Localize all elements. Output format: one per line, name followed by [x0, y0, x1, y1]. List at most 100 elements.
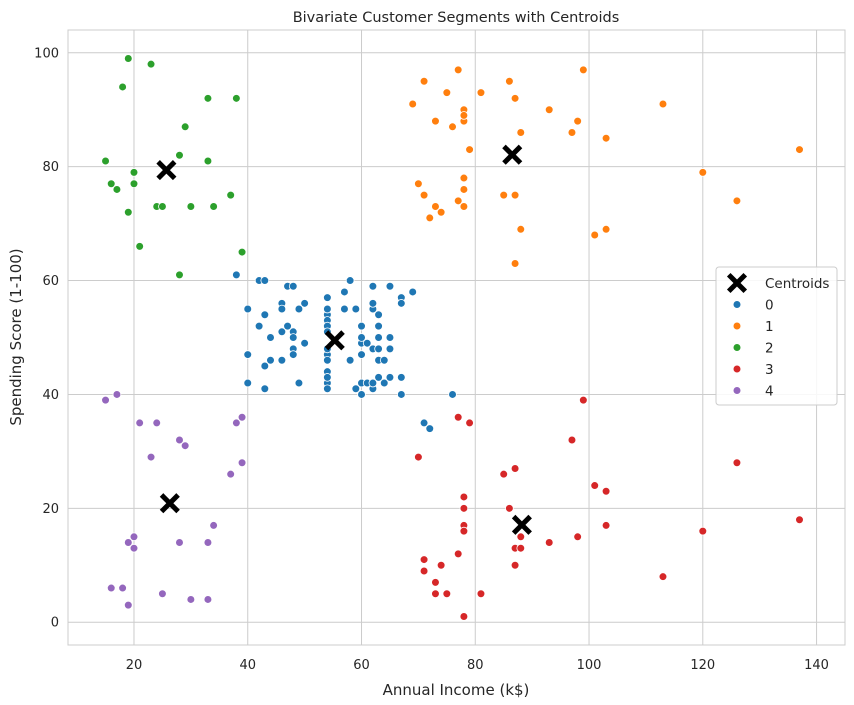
cluster-4-point: [209, 521, 218, 530]
cluster-1-point: [573, 116, 582, 126]
cluster-3-point: [436, 560, 446, 570]
cluster-3-point: [579, 395, 588, 405]
cluster-2-point: [209, 202, 218, 211]
cluster-3-point: [590, 481, 600, 490]
cluster-0-point: [362, 338, 372, 348]
cluster-2-point: [118, 82, 127, 92]
cluster-2-point: [203, 94, 213, 103]
cluster-0-point: [260, 384, 270, 394]
cluster-2-point: [175, 270, 184, 280]
cluster-0-point: [385, 281, 395, 291]
cluster-0-point: [323, 355, 332, 365]
legend-label-centroids: Centroids: [765, 276, 829, 292]
cluster-1-point: [459, 111, 469, 120]
cluster-3-point: [453, 549, 463, 559]
cluster-0-point: [357, 390, 366, 399]
cluster-3-point: [431, 589, 440, 599]
cluster-0-point: [368, 281, 378, 291]
cluster-3-point: [567, 435, 577, 445]
legend-marker-3: [732, 364, 742, 374]
legend-marker-1: [732, 321, 742, 331]
centroid-marker: [502, 144, 523, 165]
x-tick-label: 140: [804, 658, 829, 673]
cluster-1-point: [567, 128, 577, 137]
cluster-4-point: [237, 412, 247, 422]
cluster-4-point: [180, 441, 190, 450]
cluster-3-point: [544, 538, 554, 547]
legend-box: [715, 266, 838, 406]
cluster-4-point: [135, 418, 144, 428]
cluster-1-point: [732, 196, 742, 206]
cluster-1-point: [425, 213, 435, 223]
cluster-2-point: [123, 54, 133, 63]
cluster-4-point: [237, 458, 247, 468]
cluster-4-point: [186, 595, 196, 604]
y-tick-label: 100: [34, 46, 59, 61]
cluster-0-point: [340, 287, 349, 297]
cluster-0-point: [243, 378, 253, 388]
cluster-2-point: [180, 122, 190, 132]
centroid-marker: [159, 493, 180, 514]
centroid-marker: [511, 514, 532, 535]
cluster-4-point: [232, 418, 241, 428]
cluster-0-point: [345, 276, 355, 285]
cluster-1-point: [459, 173, 469, 183]
cluster-0-point: [379, 378, 389, 388]
cluster-2-point: [226, 190, 235, 200]
cluster-1-point: [465, 145, 474, 154]
cluster-3-point: [499, 469, 509, 479]
cluster-2-point: [135, 242, 144, 251]
cluster-0-point: [260, 276, 270, 285]
cluster-1-point: [431, 202, 440, 211]
cluster-3-point: [601, 486, 611, 496]
cluster-0-point: [368, 299, 378, 308]
cluster-0-point: [374, 321, 383, 331]
cluster-0-point: [294, 304, 304, 314]
cluster-0-point: [408, 287, 418, 297]
cluster-0-point: [260, 310, 270, 320]
cluster-3-point: [419, 566, 429, 576]
legend-centroid-marker: [726, 272, 748, 294]
cluster-0-point: [385, 344, 395, 354]
cluster-0-point: [385, 333, 395, 342]
centroid-marker: [156, 160, 177, 181]
cluster-1-point: [601, 133, 611, 143]
cluster-0-point: [300, 338, 309, 348]
cluster-3-point: [465, 418, 474, 428]
cluster-3-point: [601, 521, 611, 530]
cluster-0-point: [288, 281, 298, 291]
cluster-0-point: [379, 355, 389, 365]
y-tick-label: 40: [42, 388, 59, 403]
cluster-0-point: [357, 321, 366, 331]
cluster-1-point: [516, 225, 526, 234]
cluster-1-point: [476, 88, 486, 97]
cluster-1-point: [419, 76, 429, 86]
y-tick-label: 60: [42, 274, 59, 289]
legend: Centroids 0 1 2 3 4: [715, 266, 838, 406]
cluster-1-point: [658, 99, 668, 109]
cluster-4-point: [146, 452, 156, 462]
cluster-2-point: [158, 202, 167, 211]
cluster-1-point: [453, 65, 463, 75]
cluster-3-point: [459, 526, 469, 536]
cluster-0-point: [340, 304, 349, 314]
cluster-3-point: [459, 612, 469, 621]
cluster-1-point: [442, 88, 452, 97]
cluster-3-point: [453, 412, 463, 422]
cluster-2-point: [101, 156, 110, 166]
x-axis-label: Annual Income (k$): [383, 681, 530, 699]
cluster-4-point: [175, 538, 184, 547]
cluster-0-point: [260, 361, 270, 371]
cluster-4-point: [226, 469, 235, 479]
cluster-4-point: [203, 538, 213, 547]
cluster-1-point: [448, 122, 457, 132]
y-tick-label: 0: [51, 616, 59, 631]
cluster-2-point: [129, 168, 139, 177]
x-tick-label: 60: [353, 658, 370, 673]
cluster-0-point: [232, 270, 241, 280]
cluster-3-point: [414, 452, 423, 462]
cluster-0-point: [243, 304, 253, 314]
cluster-0-point: [397, 390, 406, 399]
cluster-0-point: [397, 299, 406, 308]
cluster-2-point: [237, 247, 247, 257]
